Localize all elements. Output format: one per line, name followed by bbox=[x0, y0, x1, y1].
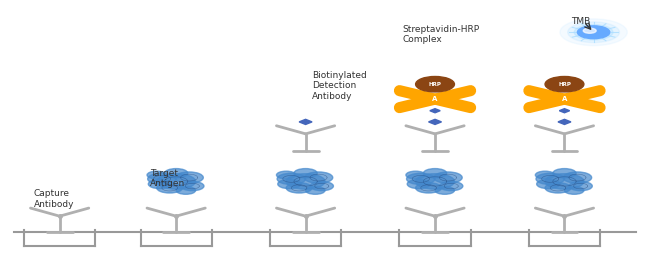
Circle shape bbox=[407, 179, 430, 189]
Text: Capture
Antibody: Capture Antibody bbox=[34, 189, 74, 209]
Text: HRP: HRP bbox=[428, 82, 441, 87]
Circle shape bbox=[577, 26, 610, 39]
Circle shape bbox=[294, 168, 317, 178]
Text: A: A bbox=[562, 96, 567, 102]
Circle shape bbox=[415, 76, 454, 92]
Circle shape bbox=[278, 179, 301, 189]
Circle shape bbox=[415, 183, 441, 193]
Circle shape bbox=[415, 174, 454, 189]
Circle shape bbox=[545, 76, 584, 92]
Circle shape bbox=[536, 173, 564, 185]
Circle shape bbox=[567, 22, 619, 43]
Circle shape bbox=[435, 187, 454, 194]
Circle shape bbox=[176, 187, 196, 194]
Circle shape bbox=[276, 171, 296, 179]
Circle shape bbox=[277, 173, 305, 185]
Circle shape bbox=[148, 179, 172, 189]
Text: HRP: HRP bbox=[558, 82, 571, 87]
Polygon shape bbox=[558, 119, 571, 125]
Circle shape bbox=[439, 181, 463, 191]
Circle shape bbox=[175, 172, 203, 183]
Circle shape bbox=[569, 181, 592, 191]
Circle shape bbox=[564, 187, 584, 194]
Circle shape bbox=[536, 171, 554, 179]
Circle shape bbox=[157, 174, 196, 189]
Circle shape bbox=[583, 28, 596, 33]
Polygon shape bbox=[559, 109, 569, 113]
Circle shape bbox=[286, 183, 312, 193]
Circle shape bbox=[434, 172, 462, 183]
Circle shape bbox=[552, 168, 576, 178]
Circle shape bbox=[545, 174, 584, 189]
Circle shape bbox=[304, 172, 333, 183]
Text: TMB: TMB bbox=[571, 17, 590, 26]
Polygon shape bbox=[428, 119, 441, 125]
Circle shape bbox=[423, 168, 447, 178]
Polygon shape bbox=[299, 119, 312, 125]
Circle shape bbox=[148, 173, 176, 185]
Circle shape bbox=[537, 179, 560, 189]
Polygon shape bbox=[430, 109, 440, 113]
Circle shape bbox=[181, 181, 204, 191]
Circle shape bbox=[164, 168, 188, 178]
Text: A: A bbox=[432, 96, 437, 102]
Circle shape bbox=[545, 183, 571, 193]
Circle shape bbox=[286, 174, 325, 189]
Text: Biotinylated
Detection
Antibody: Biotinylated Detection Antibody bbox=[312, 71, 367, 101]
Circle shape bbox=[310, 181, 333, 191]
Circle shape bbox=[157, 183, 183, 193]
Text: Streptavidin-HRP
Complex: Streptavidin-HRP Complex bbox=[402, 24, 480, 44]
Circle shape bbox=[574, 24, 613, 40]
Circle shape bbox=[147, 171, 166, 179]
Text: Target
Antigen: Target Antigen bbox=[150, 168, 185, 188]
Circle shape bbox=[563, 172, 592, 183]
Circle shape bbox=[406, 171, 425, 179]
Circle shape bbox=[560, 19, 627, 46]
Circle shape bbox=[306, 187, 325, 194]
Circle shape bbox=[406, 173, 435, 185]
